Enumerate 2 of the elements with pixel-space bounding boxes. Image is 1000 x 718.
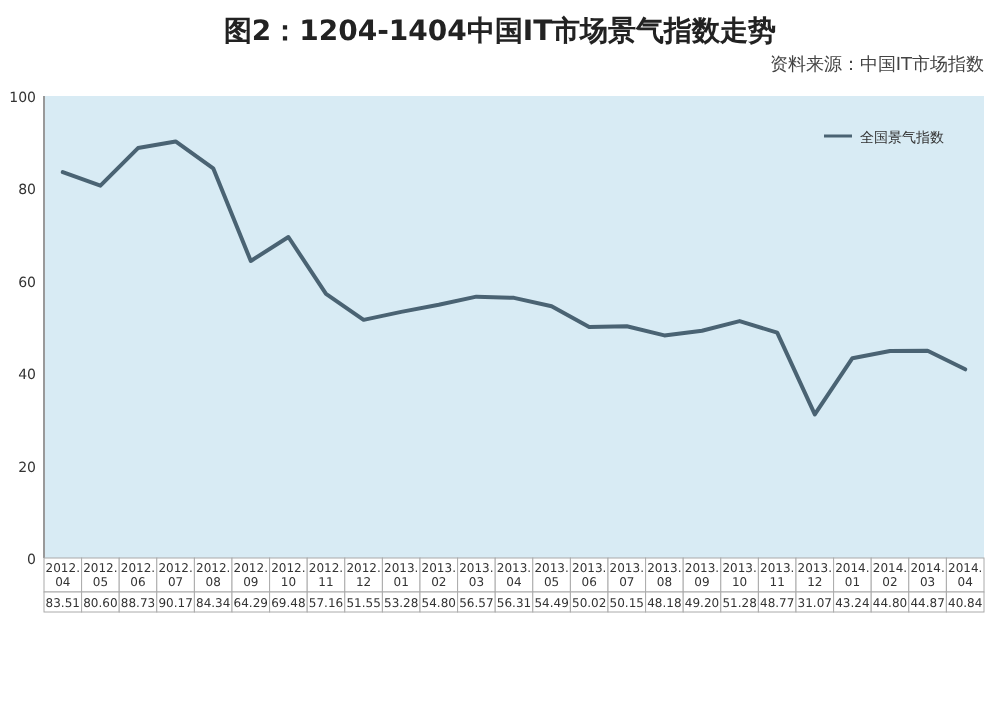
- text: 资料来源：中国IT市场指数: [769, 54, 984, 76]
- chart-title: 图2：1204-1404中国IT市场景气指数走势: [223, 14, 777, 48]
